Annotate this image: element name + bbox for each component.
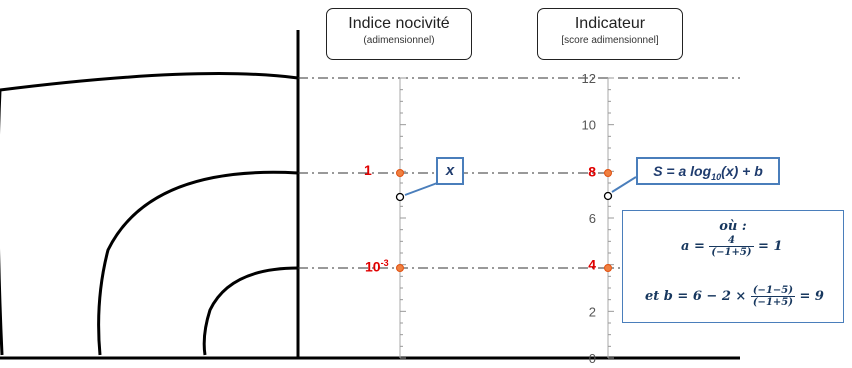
formula-where: où : <box>719 219 747 234</box>
formula-b: et b = 6 − 2 × (−1−5) (−1+5) = 9 <box>645 285 824 308</box>
left-tick-label-1: 1 <box>364 162 372 178</box>
marker-right-4 <box>604 264 612 272</box>
marker-left-1 <box>396 169 404 177</box>
formula-b-fraction: (−1−5) (−1+5) <box>750 285 795 308</box>
middle-arc <box>97 170 299 356</box>
marker-right-8 <box>604 169 612 177</box>
right-tick-label-12: 12 <box>582 71 596 86</box>
left-scale <box>399 77 406 359</box>
right-tick-label-0: 0 <box>589 351 596 363</box>
marker-left-x <box>395 192 405 202</box>
formula-a: a = 4 (−1+5) = 1 <box>681 235 783 258</box>
right-tick-label-6: 6 <box>589 211 596 226</box>
formula-callout-arrow <box>611 176 637 193</box>
inner-arc <box>202 266 299 356</box>
right-tick-label-4: 4 <box>588 257 596 273</box>
x-callout: x <box>436 157 464 185</box>
formula-callout: S = a log10(x) + b <box>636 157 780 185</box>
x-callout-arrow <box>404 181 441 196</box>
formula-box: où : a = 4 (−1+5) = 1 et b = 6 − 2 × (−1−… <box>622 210 844 323</box>
right-tick-label-8: 8 <box>588 163 596 179</box>
right-scale: 12 10 8 6 4 2 0 <box>582 71 614 366</box>
outer-arc-left <box>0 90 4 356</box>
right-axis-subtitle: [score adimensionnel] <box>561 35 659 46</box>
left-tick-label-10-3: 10-3 <box>365 258 389 275</box>
right-axis-title-box: Indicateur [score adimensionnel] <box>537 8 683 60</box>
formula-a-fraction: 4 (−1+5) <box>709 235 754 258</box>
right-tick-label-10: 10 <box>582 118 596 133</box>
left-axis-title: Indice nocivité <box>348 15 450 32</box>
right-tick-label-2: 2 <box>589 304 596 319</box>
left-axis-title-box: Indice nocivité (adimensionnel) <box>326 8 472 60</box>
left-axis-subtitle: (adimensionnel) <box>363 35 435 46</box>
marker-left-10-3 <box>396 264 404 272</box>
marker-right-s <box>603 191 613 201</box>
right-axis-title: Indicateur <box>574 15 646 32</box>
outer-arc <box>0 72 299 92</box>
